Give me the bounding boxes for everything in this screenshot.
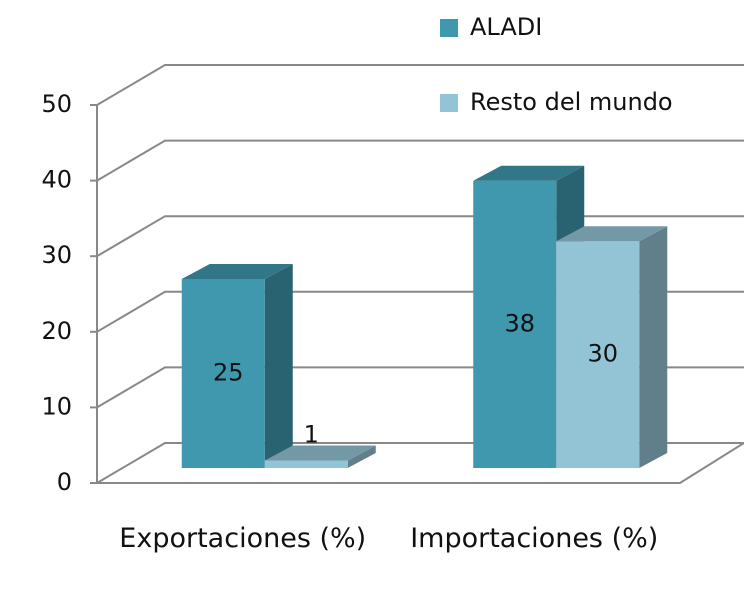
data-label: 38: [504, 309, 535, 337]
legend-swatch: [440, 19, 458, 37]
x-tick-label: Importaciones (%): [410, 523, 659, 554]
bar: [181, 279, 265, 468]
bar: [556, 241, 640, 468]
legend-label: Resto del mundo: [470, 88, 673, 116]
bar-side: [264, 264, 293, 468]
y-tick-label: 30: [41, 241, 72, 269]
data-label: 1: [304, 420, 319, 448]
y-tick-label: 40: [41, 166, 72, 194]
y-tick-label: 50: [41, 90, 72, 118]
bar-top: [473, 165, 585, 181]
bar: [473, 180, 557, 468]
bar-top: [556, 226, 668, 242]
bar-side: [347, 445, 376, 468]
bar-top: [181, 264, 293, 279]
data-label: 30: [587, 340, 618, 368]
x-tick-label: Exportaciones (%): [119, 523, 367, 554]
grid-line: [96, 64, 744, 106]
bar: [264, 460, 348, 468]
legend-swatch: [440, 94, 458, 112]
legend-label: ALADI: [470, 13, 542, 41]
y-tick-label: 20: [41, 317, 72, 345]
bar-side: [639, 226, 668, 468]
data-label: 25: [213, 359, 244, 387]
floor-edge: [97, 442, 744, 484]
y-tick-label: 10: [41, 392, 72, 420]
y-tick-label: 0: [57, 468, 72, 496]
bar-top: [264, 445, 376, 461]
grid-line: [96, 139, 744, 182]
